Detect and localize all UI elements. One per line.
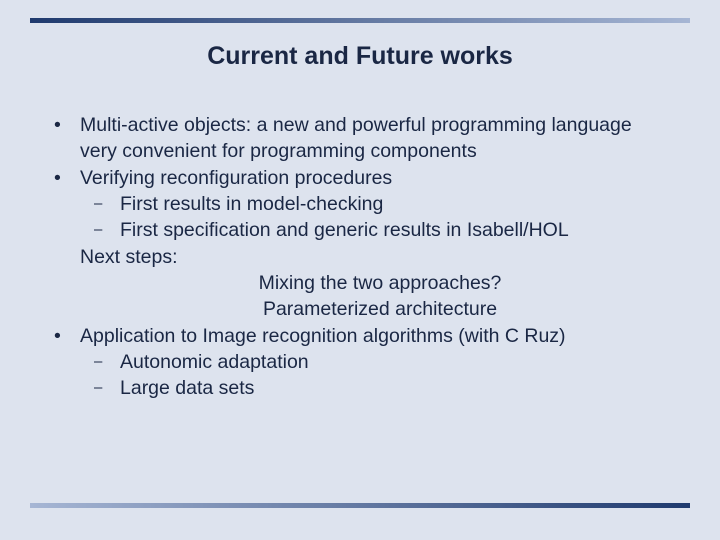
bullet-text: Verifying reconfiguration procedures [80, 165, 680, 191]
bullet-mark: • [50, 112, 80, 138]
slide-title: Current and Future works [0, 42, 720, 71]
bullet-item: • Multi-active objects: a new and powerf… [50, 112, 680, 138]
sub-bullet-text: First specification and generic results … [120, 217, 680, 243]
bullet-continuation: Next steps: [50, 244, 680, 270]
sub-bullet-text: Autonomic adaptation [120, 349, 680, 375]
dash-mark: – [94, 217, 120, 243]
bottom-divider [30, 503, 690, 508]
sub-bullet-text: First results in model-checking [120, 191, 680, 217]
sub-bullet-text: Large data sets [120, 375, 680, 401]
dash-mark: – [94, 349, 120, 375]
bullet-mark: • [50, 165, 80, 191]
dash-mark: – [94, 191, 120, 217]
sub-bullet-item: – First specification and generic result… [50, 217, 680, 243]
bullet-continuation: very convenient for programming componen… [50, 138, 680, 164]
centered-line: Mixing the two approaches? [50, 270, 680, 296]
slide-body: • Multi-active objects: a new and powerf… [50, 112, 680, 401]
sub-bullet-item: – Autonomic adaptation [50, 349, 680, 375]
sub-bullet-item: – Large data sets [50, 375, 680, 401]
centered-line: Parameterized architecture [50, 296, 680, 322]
top-divider [30, 18, 690, 23]
bullet-text: Application to Image recognition algorit… [80, 323, 680, 349]
bullet-mark: • [50, 323, 80, 349]
sub-bullet-item: – First results in model-checking [50, 191, 680, 217]
bullet-item: • Application to Image recognition algor… [50, 323, 680, 349]
bullet-text: Multi-active objects: a new and powerful… [80, 112, 680, 138]
bullet-item: • Verifying reconfiguration procedures [50, 165, 680, 191]
dash-mark: – [94, 375, 120, 401]
